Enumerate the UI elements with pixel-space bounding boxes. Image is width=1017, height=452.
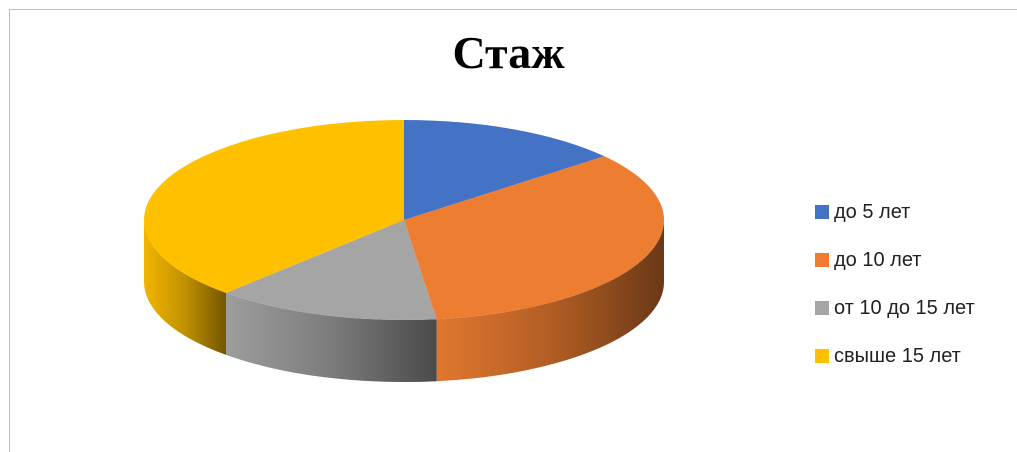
- legend-label: до 5 лет: [834, 200, 911, 223]
- legend-swatch: [815, 349, 829, 363]
- pie-slice-side-shade: [226, 292, 437, 382]
- chart-title: Стаж: [452, 27, 565, 78]
- pie-slice-3: [144, 119, 404, 293]
- legend-label: до 10 лет: [834, 248, 922, 271]
- legend-label: от 10 до 15 лет: [834, 296, 975, 319]
- pie-slice-side-shade: [436, 220, 664, 382]
- legend-swatch: [815, 253, 829, 267]
- pie-slice-2: [226, 220, 437, 320]
- legend-item-3: свыше 15 лет: [815, 332, 975, 380]
- pie-slice-0: [404, 120, 605, 220]
- legend-swatch: [815, 301, 829, 315]
- pie-slice-1: [404, 156, 665, 320]
- pie-slice-side-shade: [144, 220, 227, 355]
- legend-item-0: до 5 лет: [815, 188, 975, 236]
- legend-label: свыше 15 лет: [834, 344, 961, 367]
- legend-item-1: до 10 лет: [815, 236, 975, 284]
- chart-frame: [9, 9, 1017, 452]
- legend-item-2: от 10 до 15 лет: [815, 284, 975, 332]
- pie-tops: [144, 119, 665, 320]
- legend: до 5 лет до 10 лет от 10 до 15 лет свыше…: [815, 188, 975, 380]
- pie-sides: [144, 220, 664, 382]
- legend-swatch: [815, 205, 829, 219]
